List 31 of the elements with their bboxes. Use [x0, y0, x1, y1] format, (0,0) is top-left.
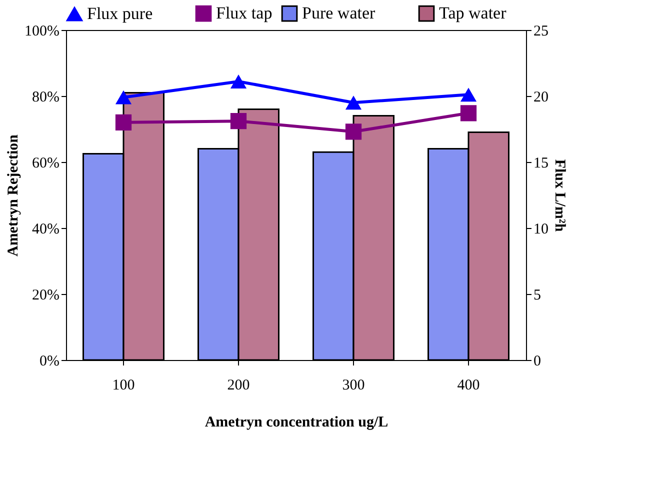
y-axis-title: Ametryn Rejection	[6, 134, 22, 257]
point	[460, 105, 477, 122]
point	[115, 90, 132, 104]
y2-axis-title: Flux L/m²h	[552, 159, 568, 232]
y-tick-label: 80%	[32, 90, 60, 106]
y-tick-label: 100%	[24, 24, 60, 40]
y2-tick-label: 20	[534, 90, 548, 106]
point	[230, 74, 247, 88]
point	[345, 96, 362, 110]
x-tick-label: 100	[112, 378, 135, 394]
legend-label: Tap water	[439, 4, 507, 23]
point	[460, 88, 477, 102]
legend-label: Pure water	[302, 4, 376, 23]
y-tick-label: 40%	[32, 222, 60, 238]
x-tick-label: 300	[342, 378, 365, 394]
y-tick-label: 0%	[40, 354, 60, 370]
x-tick-label: 200	[227, 378, 250, 394]
y2-tick-label: 25	[534, 24, 548, 40]
point	[345, 124, 362, 140]
x-axis-title: Ametryn concentration ug/L	[204, 414, 388, 430]
y2-tick-label: 15	[534, 156, 548, 172]
point	[230, 113, 247, 130]
point	[115, 114, 132, 130]
legend-label: Flux pure	[87, 4, 153, 24]
y2-tick-label: 10	[534, 222, 548, 238]
y-tick-label: 20%	[32, 288, 60, 304]
y2-tick-label: 0	[534, 354, 541, 370]
y-tick-label: 60%	[32, 156, 60, 172]
y2-tick-label: 5	[534, 288, 541, 304]
x-tick-label: 400	[457, 378, 480, 394]
legend-label: Flux tap	[216, 4, 272, 23]
